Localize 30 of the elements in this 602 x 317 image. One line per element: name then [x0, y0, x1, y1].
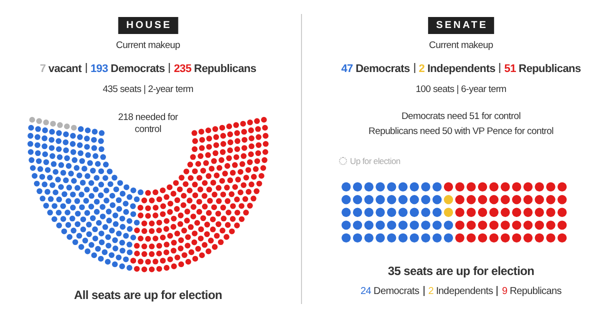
- text: 35 seats are up for election: [388, 264, 534, 278]
- category-label: Democrats: [110, 63, 165, 76]
- text: 218 needed for control: [117, 112, 179, 136]
- category-label: Republicans: [193, 63, 256, 76]
- text: Current makeup: [116, 40, 180, 51]
- text: Democrats need 51 for control: [401, 111, 521, 122]
- data-label: 9: [502, 286, 508, 298]
- data-label: 24: [360, 286, 372, 298]
- data-label: 235: [174, 63, 192, 76]
- category-label: Independents: [436, 286, 493, 298]
- text: All seats are up for election: [74, 288, 222, 302]
- category-label: Democrats: [354, 63, 410, 76]
- text: HOUSE: [118, 17, 178, 34]
- text: SENATE: [428, 17, 494, 34]
- text: 100 seats | 6-year term: [416, 84, 506, 95]
- data-label: 2: [428, 286, 434, 298]
- category-label: Independents: [426, 63, 496, 76]
- data-label: 51: [504, 63, 516, 76]
- data-label: 193: [90, 63, 108, 76]
- category-label: Republicans: [518, 63, 581, 76]
- category-label: Democrats: [374, 286, 420, 298]
- text: Current makeup: [429, 40, 493, 51]
- data-label: 7: [40, 63, 46, 76]
- text: Up for election: [350, 156, 400, 166]
- text: Republicans need 50 with VP Pence for control: [368, 126, 554, 137]
- category-label: Republicans: [510, 286, 562, 298]
- category-label: vacant: [47, 63, 82, 76]
- text: 435 seats | 2-year term: [102, 84, 194, 95]
- data-label: 47: [341, 63, 353, 76]
- data-label: 2: [418, 63, 425, 76]
